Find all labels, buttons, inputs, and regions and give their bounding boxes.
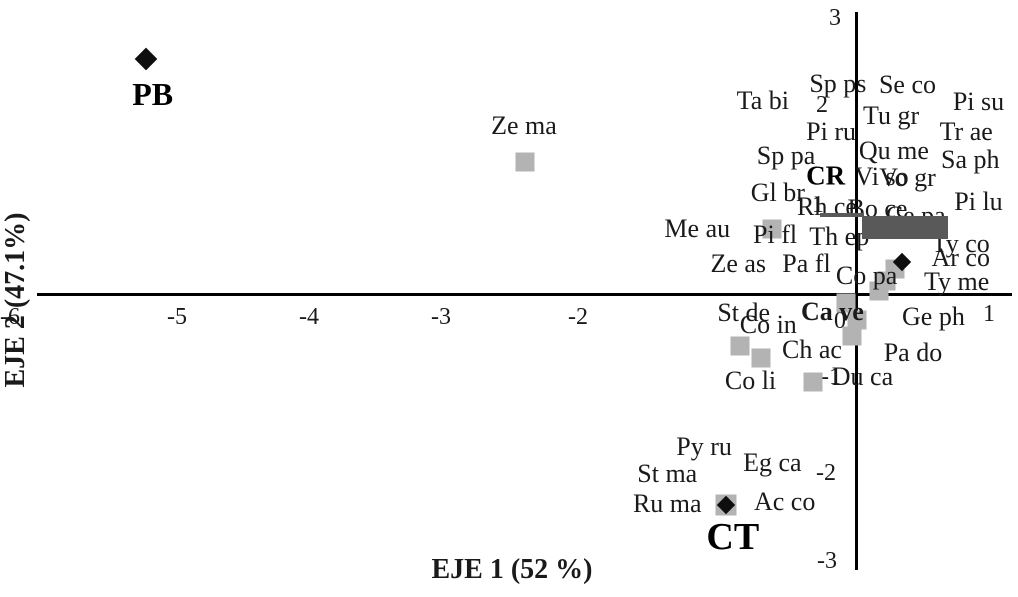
species-label: Vo gr [879, 163, 936, 193]
species-square-marker [869, 281, 889, 301]
species-label: Ge ph [902, 302, 965, 332]
species-square-marker [730, 336, 750, 356]
species-label: St de [717, 298, 771, 328]
x-tick-label: 1 [983, 301, 995, 327]
species-label: Sa ph [941, 144, 1000, 174]
species-label: Ze as [710, 248, 767, 278]
dark-bar-marker [820, 213, 864, 217]
species-square-marker [762, 219, 782, 239]
y-tick-label: 3 [829, 5, 841, 31]
y-axis-line [855, 12, 858, 570]
species-square-marker [803, 372, 823, 392]
y-tick-label: 1 [812, 192, 824, 218]
species-label: Co in [739, 310, 797, 340]
site-diamond-marker [134, 47, 158, 70]
species-label: Ru ma [632, 488, 702, 518]
species-label: Sp ps [809, 69, 867, 99]
species-label: St ma [637, 459, 698, 489]
x-tick-label: -6 [0, 304, 20, 330]
species-label: Ca ve [801, 297, 864, 327]
species-label: Py ru [676, 431, 732, 461]
x-tick-label: -5 [167, 304, 187, 330]
species-label: Me au [664, 213, 731, 243]
species-label: Co li [724, 366, 777, 396]
species-label: Gl br [750, 177, 805, 207]
x-axis-line [37, 293, 1012, 296]
species-label: Pi lu [954, 187, 1003, 217]
y-axis-title: EJE 2 (47.1%) [0, 212, 31, 388]
species-label: Pa fl [782, 248, 831, 278]
species-label: Ac co [753, 487, 816, 516]
species-label: Tu gr [863, 100, 920, 130]
species-label: Qu me [858, 135, 929, 165]
species-label: Du ca [831, 361, 894, 391]
y-tick-label: -3 [817, 548, 837, 574]
species-square-marker [847, 310, 867, 330]
species-label: Ty me [923, 267, 990, 297]
species-square-marker [842, 326, 862, 346]
x-tick-label: -2 [568, 304, 588, 330]
species-label: Pi su [952, 86, 1005, 116]
species-square-marker [836, 293, 856, 313]
x-axis-title: EJE 1 (52 %) [431, 554, 593, 585]
species-label: Th ep [809, 222, 870, 252]
y-tick-label: 2 [816, 92, 828, 118]
dark-bar-marker [862, 216, 948, 239]
site-label: PB [132, 75, 174, 112]
species-label: Eg ca [743, 448, 802, 478]
species-label: Pi ru [806, 117, 856, 147]
species-square-marker [751, 348, 771, 368]
x-tick-label: -3 [431, 304, 451, 330]
species-label: Se co [878, 70, 937, 100]
species-label: Co pa [835, 260, 898, 290]
species-label: Ta bi [736, 85, 789, 115]
species-square-marker [515, 152, 535, 172]
species-label: Vi so [854, 162, 909, 192]
y-tick-label: -2 [816, 460, 836, 486]
site-label: CR [806, 160, 846, 191]
species-label: Pa do [883, 337, 943, 367]
species-label: Ch ac [781, 335, 842, 365]
species-label: Ar co [931, 243, 990, 273]
species-label: Sp pa [756, 141, 816, 171]
species-label: Pi fl [753, 220, 798, 250]
species-label: Ze ma [491, 110, 557, 140]
site-label: CT [706, 515, 760, 558]
x-tick-label: -4 [299, 304, 319, 330]
species-label: Tr ae [939, 117, 993, 147]
y-tick-label: -1 [821, 364, 841, 390]
